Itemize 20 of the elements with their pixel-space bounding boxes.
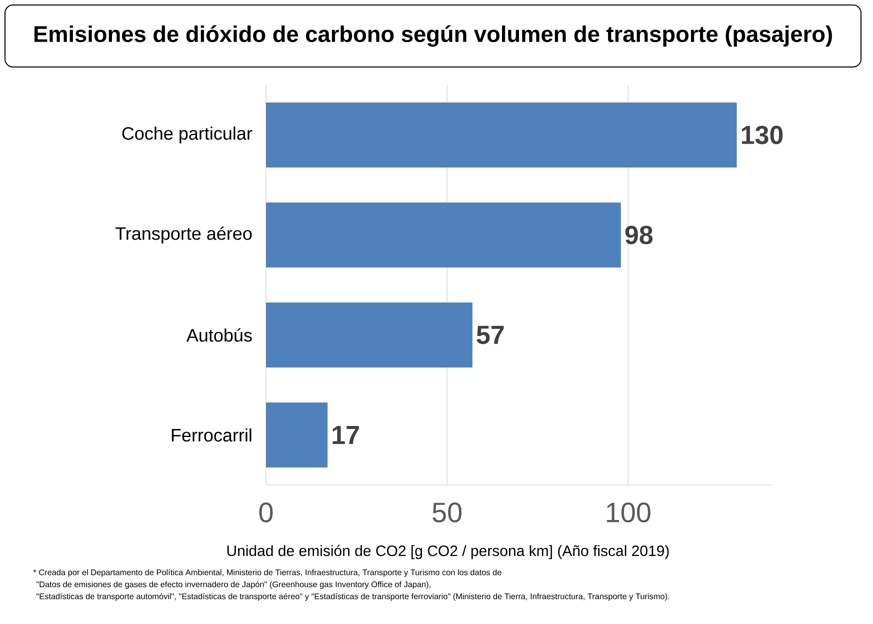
y-tick-label: Transporte aéreo bbox=[115, 226, 252, 244]
x-axis-title: Unidad de emisión de CO2 [g CO2 / persona km] (Año fiscal 2019) bbox=[227, 544, 669, 560]
data-label: 98 bbox=[625, 226, 653, 244]
text: "Estadísticas de transporte automóvil", "Estadísticas de transporte aéreo" y "Estadísticas de transporte ferroviario" (Ministerio de Tierra, Infraestructura, Transporte y Turismo). bbox=[36, 593, 670, 601]
bar bbox=[266, 402, 328, 468]
chart-title: Emisiones de dióxido de carbono según volumen de transporte (pasajero) bbox=[34, 25, 832, 47]
bar bbox=[266, 302, 472, 368]
bar bbox=[266, 102, 737, 168]
x-tick-label: 0 bbox=[259, 502, 273, 522]
x-tick-label: 50 bbox=[432, 502, 462, 522]
y-tick-label: Autobús bbox=[186, 328, 252, 342]
x-tick-label: 100 bbox=[606, 502, 650, 522]
text: * Creada por el Departamento de Política Ambiental, Ministerio de Tierras, Infraestructura, Transporte y Turismo con los datos de bbox=[33, 569, 502, 577]
bar bbox=[266, 202, 621, 268]
y-tick-label: Coche particular bbox=[122, 126, 252, 144]
data-label: 17 bbox=[332, 426, 359, 444]
data-label: 130 bbox=[742, 126, 783, 144]
data-label: 57 bbox=[476, 326, 504, 344]
text: "Datos de emisiones de gases de efecto invernadero de Japón" (Greenhouse gas Inventory Office of Japan), bbox=[36, 581, 430, 589]
y-tick-label: Ferrocarril bbox=[172, 428, 252, 442]
